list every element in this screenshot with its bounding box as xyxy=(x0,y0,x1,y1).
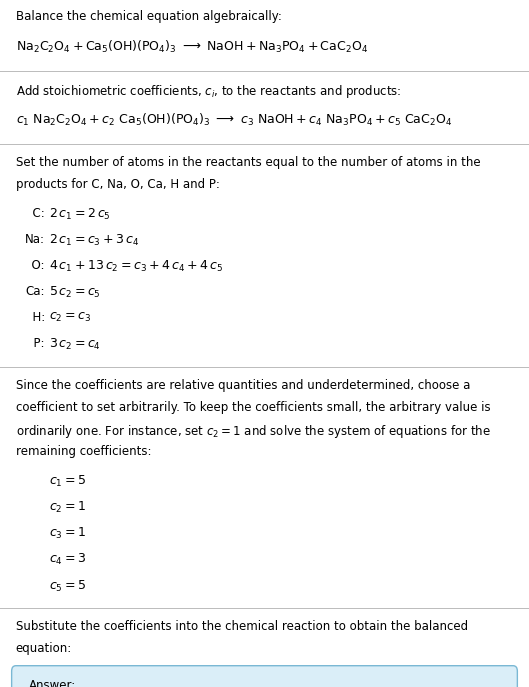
Text: $\mathrm{Na_2C_2O_4 + Ca_5(OH)(PO_4)_3 \ \longrightarrow \ NaOH + Na_3PO_4 + CaC: $\mathrm{Na_2C_2O_4 + Ca_5(OH)(PO_4)_3 \… xyxy=(16,39,368,55)
Text: products for C, Na, O, Ca, H and P:: products for C, Na, O, Ca, H and P: xyxy=(16,178,220,191)
Text: $4\,c_1 + 13\,c_2 = c_3 + 4\,c_4 + 4\,c_5$: $4\,c_1 + 13\,c_2 = c_3 + 4\,c_4 + 4\,c_… xyxy=(49,259,223,274)
Text: H:: H: xyxy=(25,311,45,324)
Text: $c_2 = 1$: $c_2 = 1$ xyxy=(49,500,86,515)
FancyBboxPatch shape xyxy=(12,666,517,687)
Text: Set the number of atoms in the reactants equal to the number of atoms in the: Set the number of atoms in the reactants… xyxy=(16,156,480,169)
Text: coefficient to set arbitrarily. To keep the coefficients small, the arbitrary va: coefficient to set arbitrarily. To keep … xyxy=(16,401,490,414)
Text: $3\,c_2 = c_4$: $3\,c_2 = c_4$ xyxy=(49,337,101,352)
Text: Since the coefficients are relative quantities and underdetermined, choose a: Since the coefficients are relative quan… xyxy=(16,379,470,392)
Text: $2\,c_1 = 2\,c_5$: $2\,c_1 = 2\,c_5$ xyxy=(49,207,111,222)
Text: $c_5 = 5$: $c_5 = 5$ xyxy=(49,578,86,594)
Text: $2\,c_1 = c_3 + 3\,c_4$: $2\,c_1 = c_3 + 3\,c_4$ xyxy=(49,233,139,248)
Text: equation:: equation: xyxy=(16,642,72,655)
Text: Balance the chemical equation algebraically:: Balance the chemical equation algebraica… xyxy=(16,10,282,23)
Text: C:: C: xyxy=(25,207,45,220)
Text: $c_2 = c_3$: $c_2 = c_3$ xyxy=(49,311,91,324)
Text: $c_3 = 1$: $c_3 = 1$ xyxy=(49,526,86,541)
Text: $5\,c_2 = c_5$: $5\,c_2 = c_5$ xyxy=(49,285,101,300)
Text: ordinarily one. For instance, set $c_2 = 1$ and solve the system of equations fo: ordinarily one. For instance, set $c_2 =… xyxy=(16,423,491,440)
Text: Add stoichiometric coefficients, $c_i$, to the reactants and products:: Add stoichiometric coefficients, $c_i$, … xyxy=(16,83,402,100)
Text: $c_4 = 3$: $c_4 = 3$ xyxy=(49,552,86,567)
Text: remaining coefficients:: remaining coefficients: xyxy=(16,445,151,458)
Text: P:: P: xyxy=(26,337,45,350)
Text: Answer:: Answer: xyxy=(29,679,76,687)
Text: Na:: Na: xyxy=(25,233,45,246)
Text: $c_1\ \mathrm{Na_2C_2O_4} + c_2\ \mathrm{Ca_5(OH)(PO_4)_3}\ \longrightarrow\ c_3: $c_1\ \mathrm{Na_2C_2O_4} + c_2\ \mathrm… xyxy=(16,112,452,128)
Text: $c_1 = 5$: $c_1 = 5$ xyxy=(49,474,86,489)
Text: O:: O: xyxy=(24,259,45,272)
Text: Substitute the coefficients into the chemical reaction to obtain the balanced: Substitute the coefficients into the che… xyxy=(16,620,468,633)
Text: Ca:: Ca: xyxy=(25,285,45,298)
